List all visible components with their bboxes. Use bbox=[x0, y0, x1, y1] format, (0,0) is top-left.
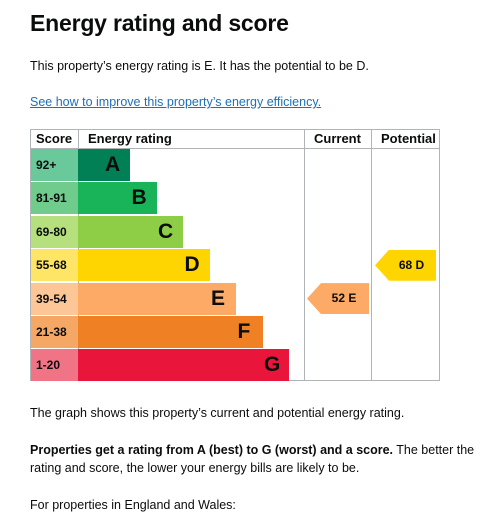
current-column-divider bbox=[304, 130, 305, 380]
rating-column-header: Energy rating bbox=[88, 131, 172, 146]
current-rating-arrow: 52 E bbox=[307, 283, 369, 315]
score-range-d: 55-68 bbox=[31, 249, 78, 282]
header-divider bbox=[31, 148, 439, 149]
band-bar-e bbox=[78, 282, 236, 315]
score-range-a: 92+ bbox=[31, 149, 78, 181]
band-letter-d: D bbox=[184, 253, 200, 277]
page-title: Energy rating and score bbox=[30, 10, 289, 36]
band-bar-f bbox=[78, 316, 263, 348]
score-column-header: Score bbox=[36, 131, 73, 146]
potential-rating-arrow: 68 D bbox=[375, 249, 436, 281]
energy-rating-chart: Score Energy rating Current Potential 92… bbox=[30, 129, 440, 382]
band-bar-d bbox=[78, 249, 210, 282]
score-range-f: 21-38 bbox=[31, 316, 78, 348]
score-range-b: 81-91 bbox=[31, 182, 78, 215]
band-letter-e: E bbox=[211, 286, 226, 310]
score-range-g: 1-20 bbox=[31, 349, 78, 382]
rating-explanation-bold: Properties get a rating from A (best) to… bbox=[30, 443, 394, 457]
potential-column-header: Potential bbox=[381, 131, 436, 146]
improve-efficiency-link[interactable]: See how to improve this property’s energ… bbox=[30, 95, 322, 109]
rating-summary: This property’s energy rating is E. It h… bbox=[30, 59, 369, 73]
potential-rating-arrow-label: 68 D bbox=[398, 257, 425, 272]
potential-rating-arrow-shape bbox=[375, 249, 436, 281]
regions-text: For properties in England and Wales: bbox=[30, 498, 236, 512]
band-bar-a bbox=[78, 149, 130, 181]
score-range-e: 39-54 bbox=[31, 282, 78, 315]
potential-column-divider bbox=[371, 130, 372, 380]
rating-explanation: Properties get a rating from A (best) to… bbox=[30, 441, 480, 477]
score-range-c: 69-80 bbox=[31, 215, 78, 248]
current-rating-arrow-shape bbox=[307, 283, 369, 315]
graph-description: The graph shows this property’s current … bbox=[30, 406, 405, 420]
current-column-header: Current bbox=[314, 131, 361, 146]
band-letter-g: G bbox=[264, 353, 281, 377]
band-letter-b: B bbox=[131, 186, 147, 210]
band-bar-b bbox=[78, 182, 157, 215]
band-letter-c: C bbox=[158, 219, 174, 243]
band-letter-a: A bbox=[105, 153, 121, 176]
band-letter-f: F bbox=[237, 320, 251, 343]
band-bar-c bbox=[78, 215, 183, 248]
rating-explanation-rest: The better the rating and score, the low… bbox=[30, 443, 475, 475]
current-rating-arrow-label: 52 E bbox=[331, 291, 357, 306]
band-bar-g bbox=[78, 349, 289, 382]
